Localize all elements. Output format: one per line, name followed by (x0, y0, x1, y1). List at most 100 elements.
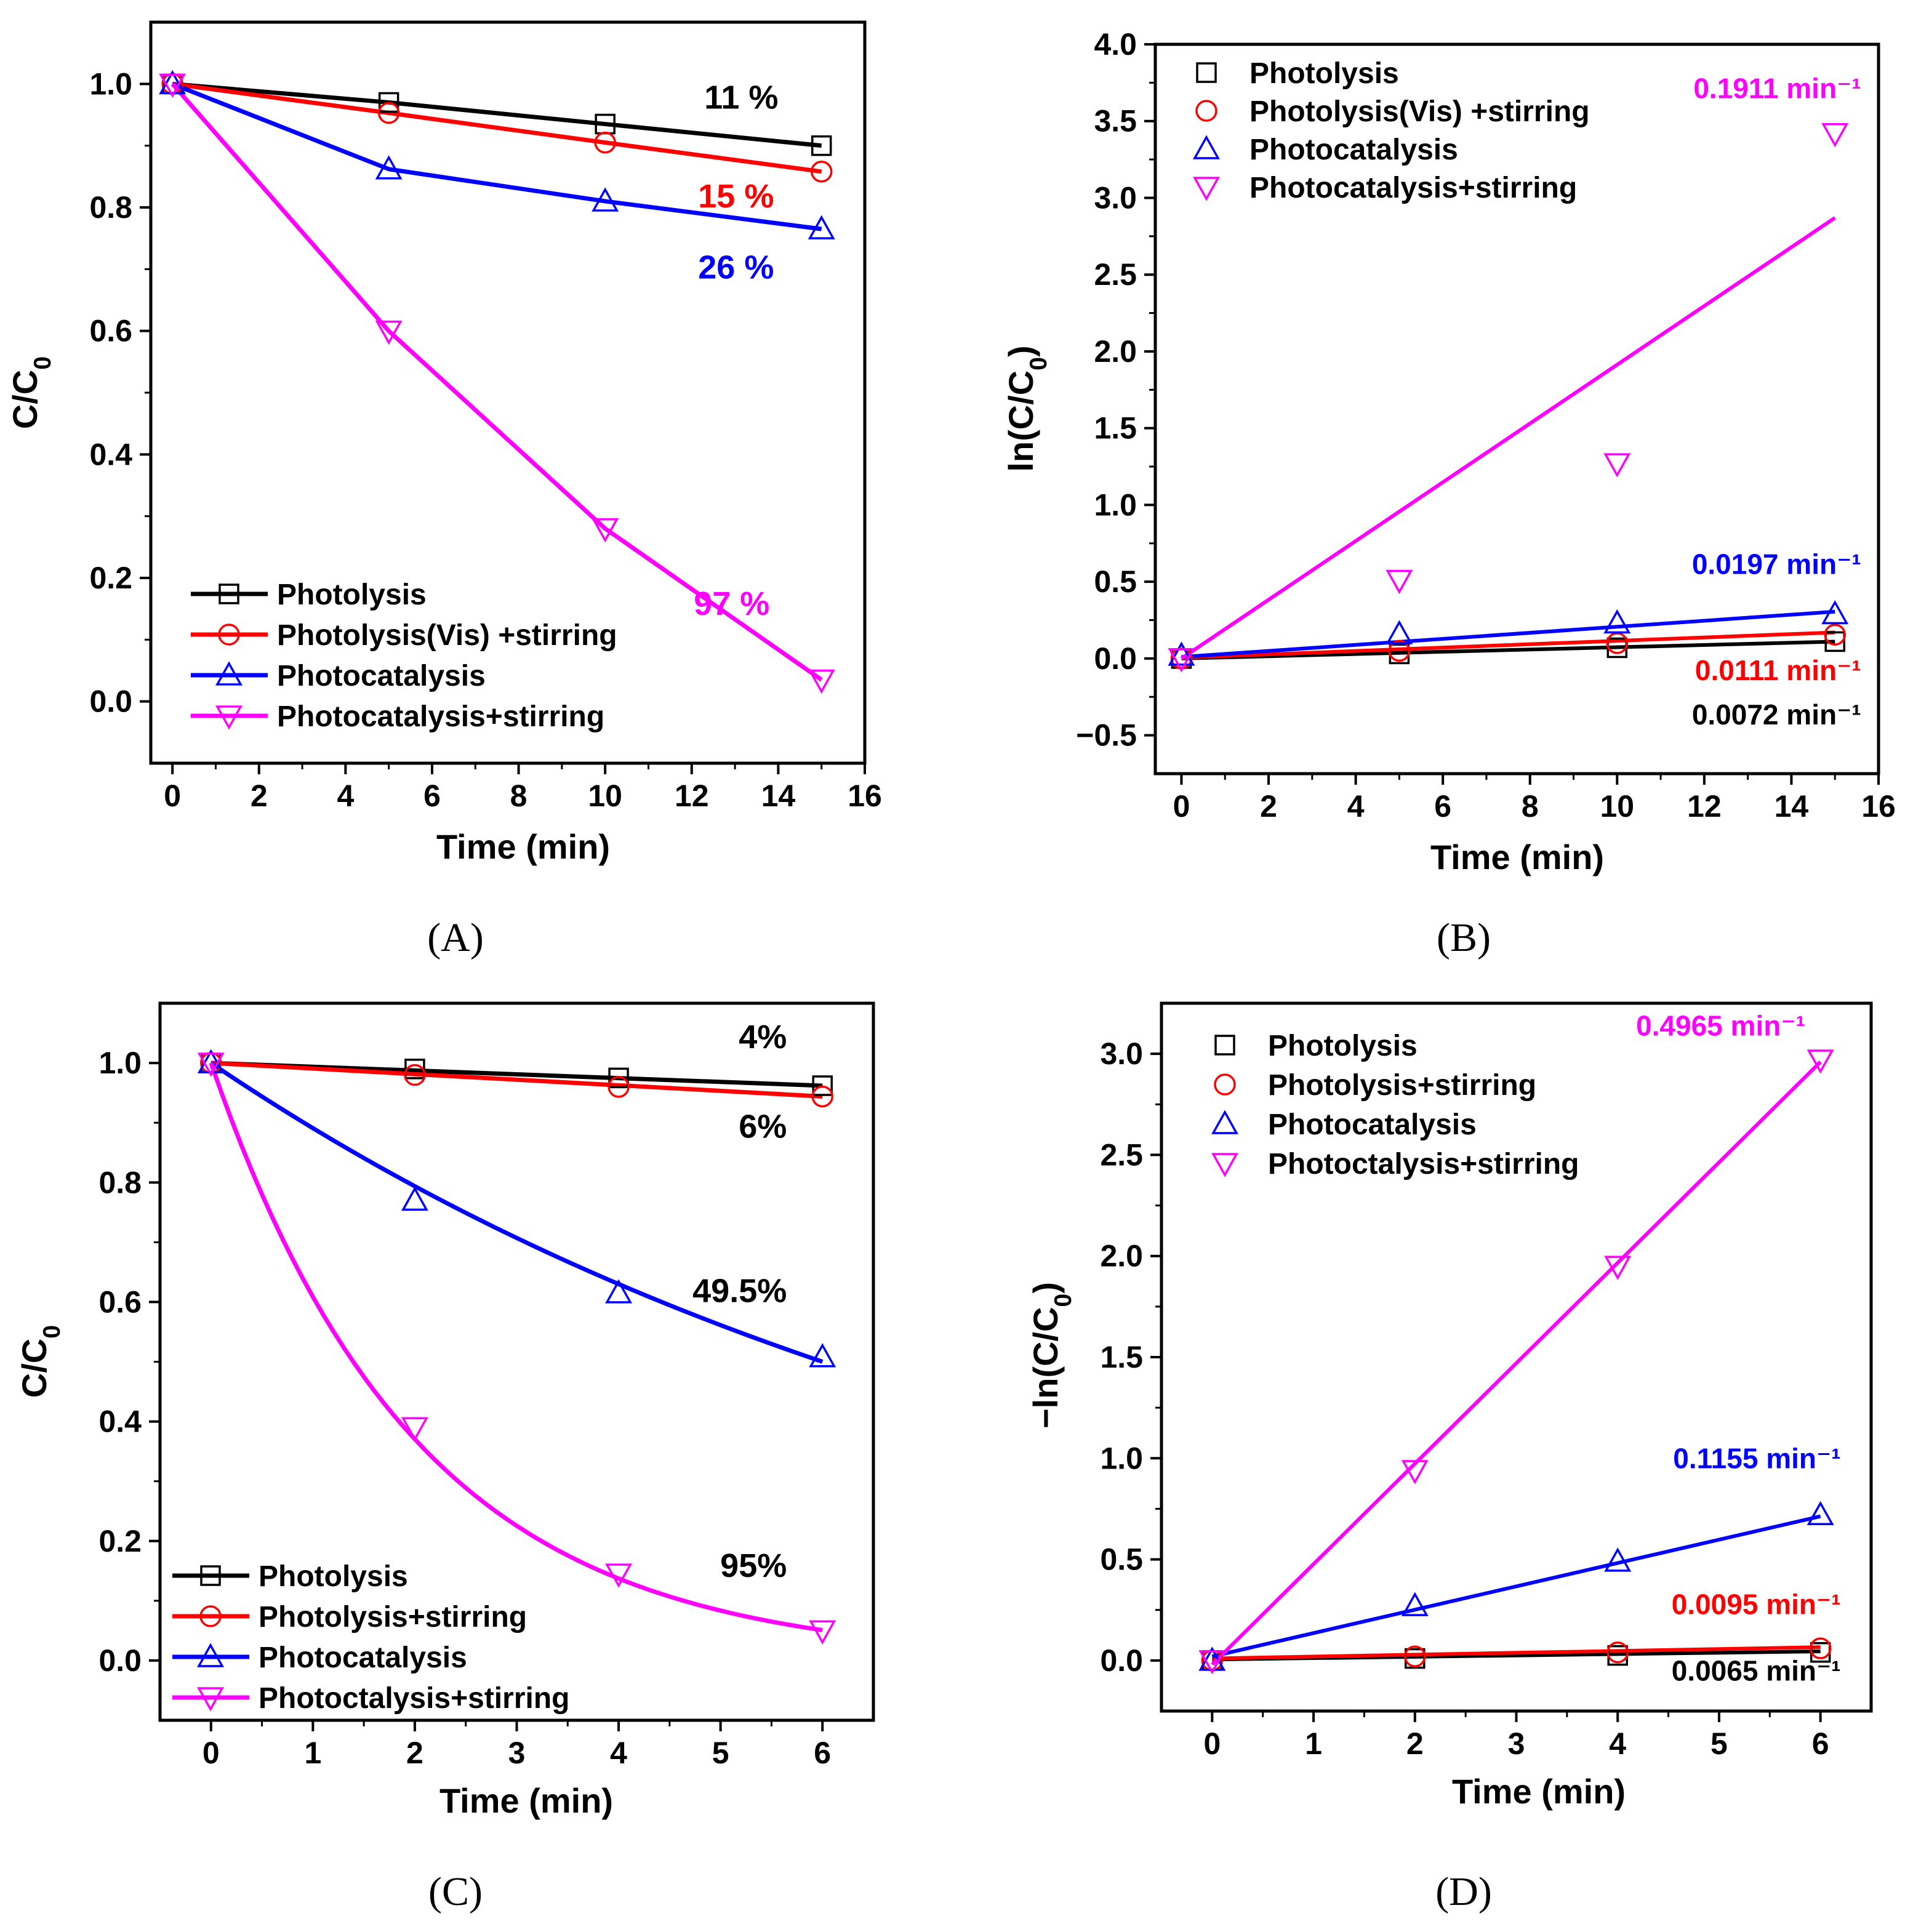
y-tick-label: 1.0 (1094, 487, 1137, 522)
y-tick-label: 3.0 (1100, 1036, 1143, 1071)
panel-caption: (B) (1437, 915, 1491, 960)
y-tick-label: 0.5 (1094, 564, 1137, 599)
annotation-label: 95% (720, 1547, 787, 1584)
series-line-1 (1181, 630, 1835, 660)
data-point-series-2 (592, 187, 619, 212)
x-tick-label: 4 (1609, 1726, 1626, 1761)
series-line-3 (1211, 1060, 1822, 1666)
legend-marker (1193, 135, 1220, 159)
panel-d: 0 1 2 3 4 5 6 0.0 0.5 1.0 1.5 2.0 2.5 3.0 Time (min) −l… (1026, 1001, 1873, 1914)
y-tick-label: 0.0 (1100, 1643, 1143, 1678)
data-point-series-3 (1386, 569, 1413, 595)
annotation-label: 97 % (694, 585, 769, 622)
x-tick-label: 12 (1687, 789, 1722, 824)
x-tick-label: 10 (1600, 789, 1634, 824)
panel-caption: (A) (427, 915, 484, 960)
data-point-series-1 (810, 161, 833, 183)
annotation-label: 0.1155 min⁻¹ (1673, 1443, 1840, 1475)
y-tick-label: 0.4 (89, 437, 132, 471)
series-line-0 (1181, 639, 1835, 660)
legend-marker (1195, 100, 1217, 122)
data-point-series-3 (375, 320, 403, 345)
annotation-label: 11 % (704, 79, 778, 116)
x-tick-label: 2 (251, 779, 268, 813)
x-tick-label: 0 (1203, 1726, 1221, 1761)
annotation-label: 4% (739, 1019, 787, 1056)
y-tick-label: 2.0 (1094, 334, 1137, 369)
data-point-series-2 (1807, 1501, 1834, 1526)
legend-label: Photocatalysis (1268, 1108, 1477, 1141)
annotation-label: 26 % (698, 249, 774, 286)
x-tick-label: 10 (588, 779, 622, 813)
legend-marker (219, 583, 239, 604)
data-point-series-2 (808, 215, 835, 239)
x-tick-label: 14 (1775, 789, 1809, 824)
data-point-series-3 (1401, 1460, 1429, 1485)
series-line-3 (209, 1062, 823, 1633)
data-point-series-0 (1824, 631, 1845, 652)
x-tick-label: 1 (1305, 1726, 1322, 1761)
y-tick-label: 0.6 (98, 1285, 142, 1319)
data-point-series-2 (1603, 609, 1631, 634)
data-point-series-2 (1604, 1547, 1632, 1572)
y-tick-label: 1.0 (98, 1046, 142, 1080)
data-point-series-3 (809, 1620, 836, 1645)
y-tick-label: 2.0 (1100, 1239, 1143, 1273)
y-tick-label: 4.0 (1094, 27, 1137, 62)
data-point-series-0 (812, 1075, 833, 1096)
data-point-series-2 (401, 1186, 428, 1211)
data-point-series-3 (1807, 1049, 1834, 1074)
data-point-series-3 (1604, 1256, 1632, 1280)
annotation-label: 0.0095 min⁻¹ (1672, 1588, 1841, 1620)
data-point-series-1 (1809, 1637, 1832, 1659)
annotation-label: 0.4965 min⁻¹ (1636, 1010, 1805, 1042)
y-tick-label: 0.6 (89, 314, 132, 348)
data-point-series-2 (1386, 620, 1413, 644)
panel-b: 0 2 4 6 8 10 12 14 16 −0.5 0.0 0.5 1.0 1.5 2.0 2.5 3.0 3.… (1001, 27, 1896, 960)
series-line-0 (172, 81, 822, 148)
data-point-series-3 (197, 1052, 225, 1077)
series-line-1 (211, 1060, 823, 1099)
legend-marker (197, 1643, 224, 1667)
legend-label: Photolysis (1268, 1030, 1418, 1062)
data-point-series-1 (377, 102, 400, 124)
legend-label: Photolysis+stirring (259, 1601, 527, 1633)
x-tick-label: 16 (1861, 789, 1896, 824)
x-tick-label: 8 (1522, 789, 1539, 824)
y-tick-label: 1.0 (1100, 1441, 1143, 1475)
data-point-series-2 (605, 1279, 633, 1304)
series-line-2 (209, 1061, 824, 1364)
y-tick-label: 0.8 (89, 190, 132, 225)
series-line-2 (1211, 1514, 1821, 1659)
legend-marker (1211, 1153, 1238, 1177)
data-point-series-2 (1168, 641, 1195, 666)
x-tick-label: 0 (203, 1736, 220, 1770)
y-tick-label: 0.8 (98, 1165, 142, 1200)
x-tick-label: 8 (510, 779, 527, 813)
panel-a: 0 2 4 6 8 10 12 14 16 0.0 0.2 0.4 0.6 0.8 1.0 Time (min… (6, 20, 882, 960)
x-tick-label: 4 (1347, 789, 1365, 824)
series-line-1 (1212, 1645, 1821, 1661)
x-tick-label: 1 (304, 1736, 321, 1770)
data-point-series-1 (1388, 639, 1411, 662)
x-tick-label: 6 (423, 779, 441, 813)
x-tick-label: 6 (1434, 789, 1451, 824)
legend-label: Photolysis+stirring (1268, 1069, 1536, 1102)
x-tick-label: 0 (1173, 789, 1190, 824)
data-point-series-0 (378, 92, 399, 113)
data-point-series-3 (1821, 122, 1849, 148)
y-tick-label: 3.0 (1094, 180, 1137, 215)
legend-label: Photolysis (259, 1560, 408, 1593)
legend-marker (1196, 62, 1217, 83)
x-tick-label: 2 (1406, 1726, 1424, 1761)
series-line-2 (1181, 609, 1835, 659)
annotation-label: 6% (739, 1108, 787, 1145)
data-point-series-2 (1198, 1646, 1226, 1671)
x-tick-label: 5 (1710, 1726, 1728, 1761)
data-point-series-2 (809, 1343, 836, 1368)
x-tick-label: 0 (164, 779, 181, 813)
data-point-series-1 (1606, 1641, 1629, 1664)
x-tick-label: 5 (712, 1736, 729, 1770)
x-axis-label: Time (min) (436, 827, 610, 866)
